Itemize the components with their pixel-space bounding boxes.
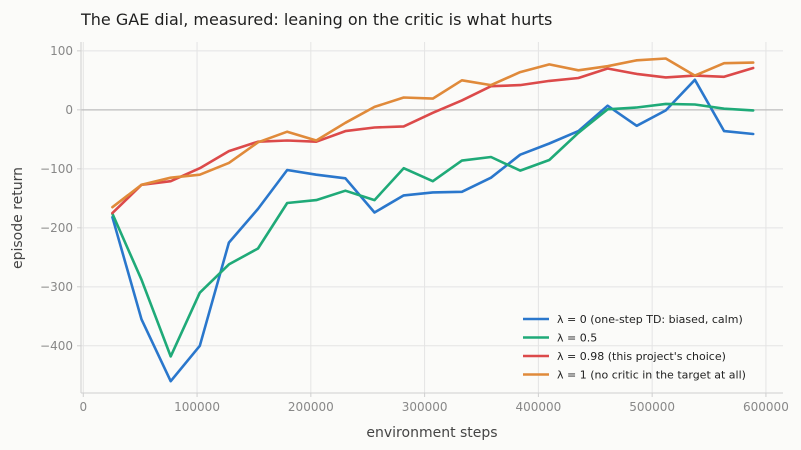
legend-label: λ = 0.5: [557, 332, 597, 345]
x-tick-label: 600000: [743, 400, 789, 414]
y-tick-label: −200: [40, 221, 73, 235]
series-line-3: [111, 57, 755, 209]
y-tick-label: −100: [40, 162, 73, 176]
x-tick-label: 100000: [174, 400, 220, 414]
legend-label: λ = 0 (one-step TD: biased, calm): [557, 313, 743, 326]
y-tick-label: −300: [40, 280, 73, 294]
legend-label: λ = 1 (no critic in the target at all): [557, 369, 746, 382]
series-line-2: [111, 66, 755, 215]
series-line-1: [111, 102, 755, 358]
y-axis-label: episode return: [10, 167, 26, 269]
plot-area: [111, 57, 755, 383]
grid: [81, 42, 783, 393]
y-tick-label: −400: [40, 339, 73, 353]
y-tick-label: 100: [50, 44, 73, 58]
x-axis-label: environment steps: [366, 425, 497, 441]
series-line-0: [111, 78, 755, 383]
x-axis-ticks: 0 100000 200000 300000 400000 500000 600000: [79, 393, 789, 414]
y-axis-ticks: −400 −300 −200 −100 0 100: [40, 44, 81, 353]
x-tick-label: 200000: [288, 400, 334, 414]
axis-frame: [80, 42, 783, 394]
x-tick-label: 0: [79, 400, 87, 414]
chart-title: The GAE dial, measured: leaning on the c…: [80, 10, 552, 29]
x-tick-label: 300000: [402, 400, 448, 414]
y-tick-label: 0: [65, 103, 73, 117]
x-tick-label: 500000: [629, 400, 675, 414]
legend: λ = 0 (one-step TD: biased, calm) λ = 0.5…: [523, 313, 746, 382]
legend-label: λ = 0.98 (this project's choice): [557, 350, 726, 363]
x-tick-label: 400000: [515, 400, 561, 414]
